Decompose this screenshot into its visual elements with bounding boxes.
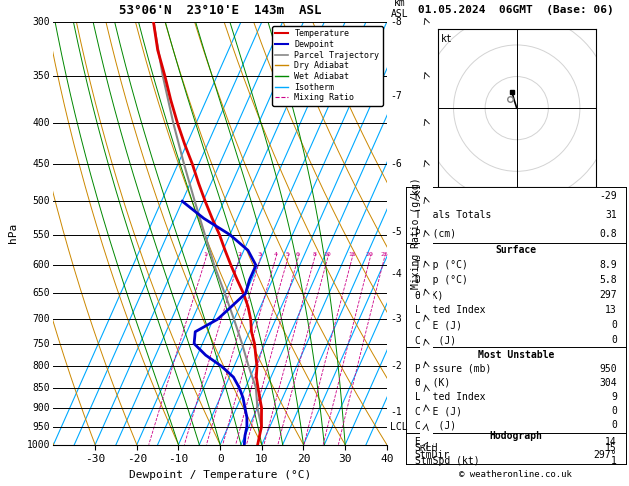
Text: 10: 10: [323, 252, 331, 257]
Text: -29: -29: [599, 191, 617, 201]
Text: 304: 304: [599, 378, 617, 388]
Text: 350: 350: [33, 71, 50, 81]
Text: PW (cm): PW (cm): [415, 229, 455, 239]
Text: -1: -1: [390, 407, 402, 417]
Text: 900: 900: [33, 403, 50, 413]
Text: 950: 950: [33, 422, 50, 432]
X-axis label: Dewpoint / Temperature (°C): Dewpoint / Temperature (°C): [129, 470, 311, 480]
Text: StmDir: StmDir: [415, 450, 450, 460]
Text: CIN (J): CIN (J): [415, 420, 455, 431]
Text: -5: -5: [390, 226, 402, 237]
Text: 5.8: 5.8: [599, 275, 617, 285]
Text: θᵉ (K): θᵉ (K): [415, 378, 450, 388]
Text: CAPE (J): CAPE (J): [415, 406, 462, 417]
Text: 53°06'N  23°10'E  143m  ASL: 53°06'N 23°10'E 143m ASL: [119, 4, 321, 17]
Text: 300: 300: [33, 17, 50, 27]
Text: 800: 800: [33, 361, 50, 371]
Text: 13: 13: [605, 305, 617, 315]
Text: Hodograph: Hodograph: [489, 431, 542, 441]
Text: hPa: hPa: [8, 223, 18, 243]
Text: 850: 850: [33, 382, 50, 393]
Text: 0: 0: [611, 335, 617, 345]
Text: 650: 650: [33, 288, 50, 298]
Text: 1000: 1000: [27, 440, 50, 450]
Text: Temp (°C): Temp (°C): [415, 260, 467, 270]
Text: Dewp (°C): Dewp (°C): [415, 275, 467, 285]
Text: θᵉ(K): θᵉ(K): [415, 290, 444, 300]
Text: 3: 3: [258, 252, 262, 257]
Text: 500: 500: [33, 196, 50, 206]
Text: 750: 750: [33, 339, 50, 348]
Text: 4: 4: [274, 252, 277, 257]
Text: -2: -2: [390, 361, 402, 371]
Text: 700: 700: [33, 314, 50, 325]
Text: Lifted Index: Lifted Index: [415, 305, 485, 315]
Legend: Temperature, Dewpoint, Parcel Trajectory, Dry Adiabat, Wet Adiabat, Isotherm, Mi: Temperature, Dewpoint, Parcel Trajectory…: [272, 26, 382, 105]
Text: Lifted Index: Lifted Index: [415, 392, 485, 402]
Text: 20: 20: [366, 252, 374, 257]
Text: LCL: LCL: [390, 422, 408, 432]
Text: -3: -3: [390, 314, 402, 325]
Text: Mixing Ratio (g/kg): Mixing Ratio (g/kg): [411, 177, 421, 289]
Text: 0: 0: [611, 420, 617, 431]
Text: 450: 450: [33, 159, 50, 169]
Text: SREH: SREH: [415, 443, 438, 453]
Text: 5: 5: [286, 252, 289, 257]
Text: 1: 1: [204, 252, 208, 257]
Text: Most Unstable: Most Unstable: [477, 349, 554, 360]
Text: 8: 8: [312, 252, 316, 257]
Text: StmSpd (kt): StmSpd (kt): [415, 456, 479, 466]
Text: 14: 14: [605, 437, 617, 447]
Text: K: K: [415, 191, 420, 201]
Text: kt: kt: [441, 34, 453, 44]
Text: 01.05.2024  06GMT  (Base: 06): 01.05.2024 06GMT (Base: 06): [418, 5, 614, 15]
Text: CIN (J): CIN (J): [415, 335, 455, 345]
Text: © weatheronline.co.uk: © weatheronline.co.uk: [459, 469, 572, 479]
Text: 31: 31: [605, 210, 617, 220]
Text: Surface: Surface: [495, 245, 537, 256]
Text: 25: 25: [380, 252, 388, 257]
Text: 950: 950: [599, 364, 617, 374]
Text: 15: 15: [605, 443, 617, 453]
Text: km
ASL: km ASL: [391, 0, 408, 19]
Text: 15: 15: [348, 252, 355, 257]
Text: 2: 2: [237, 252, 241, 257]
Text: Totals Totals: Totals Totals: [415, 210, 491, 220]
Text: 8.9: 8.9: [599, 260, 617, 270]
Text: 0.8: 0.8: [599, 229, 617, 239]
Text: 297°: 297°: [594, 450, 617, 460]
Text: 1: 1: [611, 456, 617, 466]
Text: EH: EH: [415, 437, 426, 447]
Text: 0: 0: [611, 320, 617, 330]
Text: 297: 297: [599, 290, 617, 300]
Text: -8: -8: [390, 17, 402, 27]
Text: 9: 9: [611, 392, 617, 402]
Text: 550: 550: [33, 230, 50, 240]
Text: -6: -6: [390, 159, 402, 169]
Text: -7: -7: [390, 90, 402, 101]
Text: CAPE (J): CAPE (J): [415, 320, 462, 330]
Text: 6: 6: [296, 252, 299, 257]
Text: 600: 600: [33, 260, 50, 270]
Text: 0: 0: [611, 406, 617, 417]
Text: 400: 400: [33, 118, 50, 128]
Text: -4: -4: [390, 269, 402, 279]
Text: Pressure (mb): Pressure (mb): [415, 364, 491, 374]
